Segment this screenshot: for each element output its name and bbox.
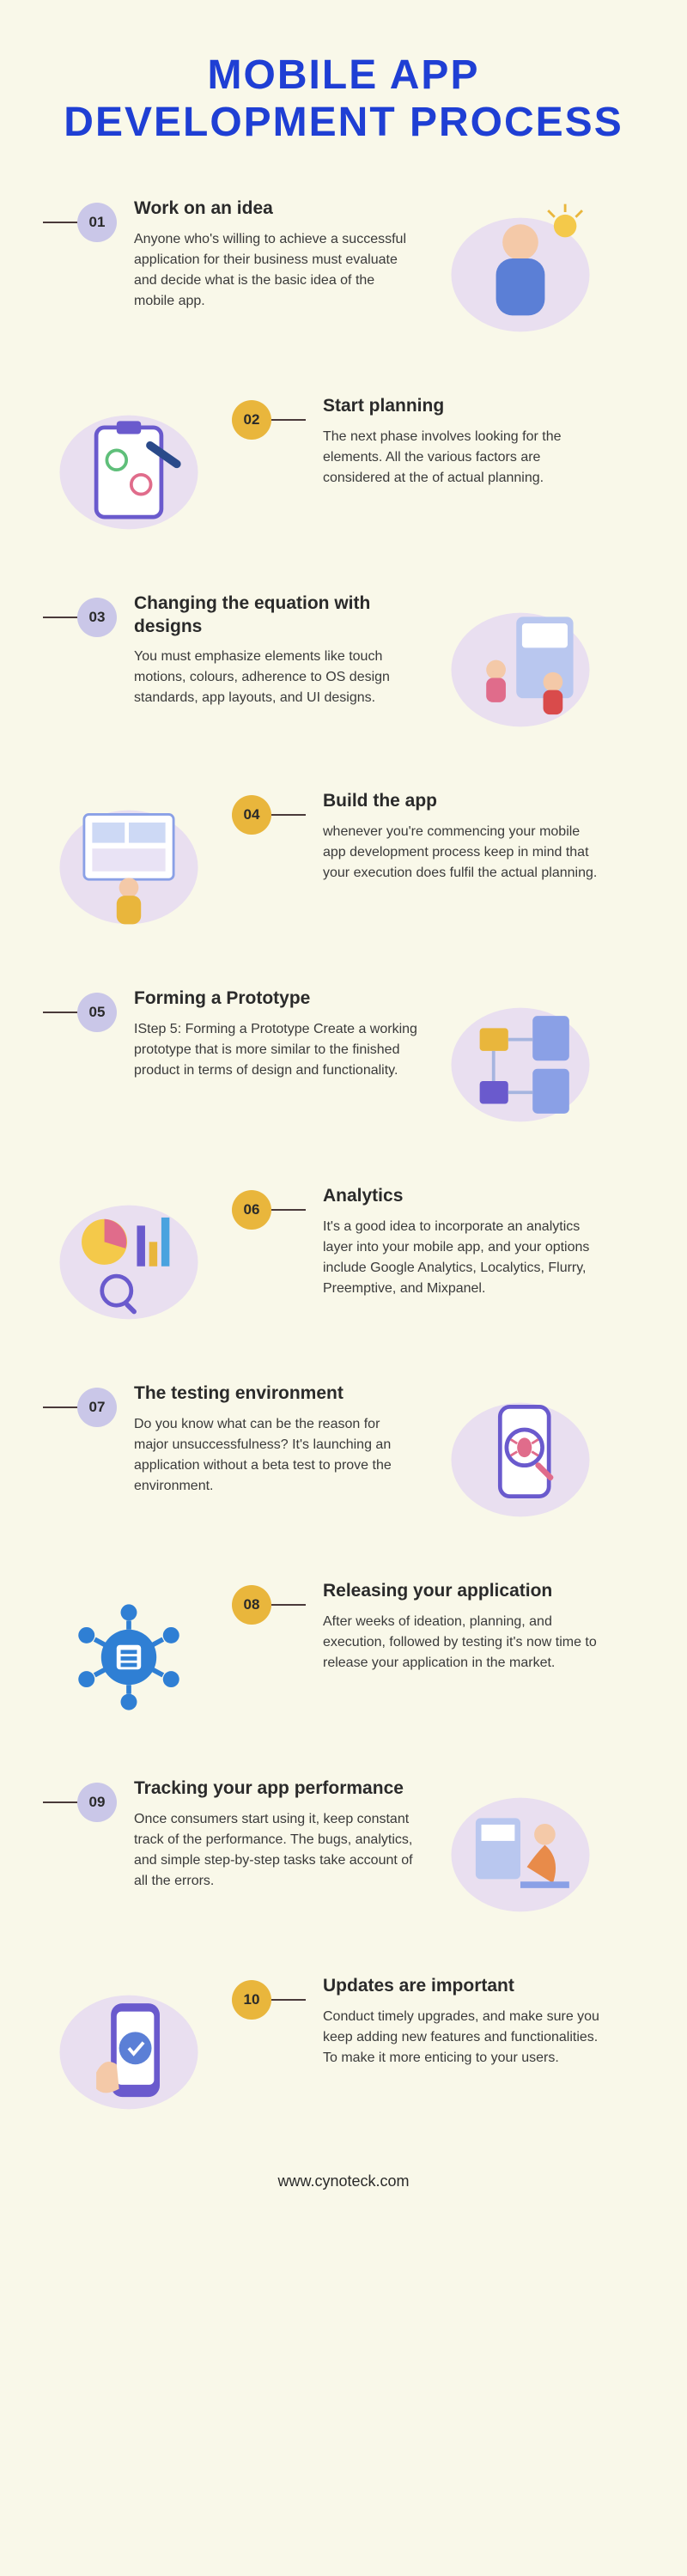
step-05: 05 Forming a Prototype IStep 5: Forming a … — [43, 987, 644, 1142]
release-network-icon — [43, 1580, 215, 1735]
connector-rule — [43, 617, 77, 618]
step-body: After weeks of ideation, planning, and e… — [323, 1612, 606, 1674]
step-body: Anyone who's willing to achieve a succes… — [134, 229, 417, 312]
step-10: 10 Updates are important Conduct timely up… — [43, 1975, 644, 2129]
step-title: Work on an idea — [134, 197, 417, 220]
step-title: Build the app — [323, 790, 606, 812]
step-08: 08 Releasing your application After weeks … — [43, 1580, 644, 1735]
badge-wrap: 06 — [232, 1190, 306, 1230]
step-title: Changing the equation with designs — [134, 592, 417, 638]
step-title: Releasing your application — [323, 1580, 606, 1602]
step-body: Conduct timely upgrades, and make sure y… — [323, 2007, 606, 2069]
step-06: 06 Analytics It's a good idea to incorpora… — [43, 1185, 644, 1340]
steps-container: 01 Work on an idea Anyone who's willing to… — [43, 197, 644, 2129]
step-badge: 06 — [232, 1190, 271, 1230]
connector-rule — [43, 1801, 77, 1803]
step-content: Analytics It's a good idea to incorporate… — [323, 1185, 606, 1298]
badge-wrap: 04 — [232, 795, 306, 835]
connector-rule — [271, 419, 306, 421]
step-title: Updates are important — [323, 1975, 606, 1997]
page-title: MOBILE APP DEVELOPMENT PROCESS — [43, 52, 644, 146]
step-content: Work on an idea Anyone who's willing to a… — [134, 197, 417, 311]
badge-wrap: 07 — [43, 1388, 117, 1427]
prototype-flow-icon — [435, 987, 606, 1142]
step-badge: 10 — [232, 1980, 271, 2020]
step-title: Tracking your app performance — [134, 1777, 417, 1800]
step-title: Forming a Prototype — [134, 987, 417, 1010]
step-content: Tracking your app performance Once consum… — [134, 1777, 417, 1891]
badge-wrap: 05 — [43, 993, 117, 1032]
step-content: Forming a Prototype IStep 5: Forming a Pr… — [134, 987, 417, 1080]
step-title: Analytics — [323, 1185, 606, 1207]
badge-wrap: 10 — [232, 1980, 306, 2020]
step-body: Once consumers start using it, keep cons… — [134, 1809, 417, 1892]
step-body: Do you know what can be the reason for m… — [134, 1414, 417, 1497]
step-content: Updates are important Conduct timely upgr… — [323, 1975, 606, 2068]
step-title: The testing environment — [134, 1382, 417, 1405]
person-desk-icon — [435, 1777, 606, 1932]
step-badge: 08 — [232, 1585, 271, 1625]
step-badge: 02 — [232, 400, 271, 440]
person-idea-icon — [435, 197, 606, 352]
badge-wrap: 09 — [43, 1783, 117, 1822]
step-body: It's a good idea to incorporate an analy… — [323, 1217, 606, 1299]
clipboard-pen-icon — [43, 395, 215, 550]
connector-rule — [43, 1012, 77, 1013]
step-content: Build the app whenever you're commencing … — [323, 790, 606, 883]
step-09: 09 Tracking your app performance Once cons… — [43, 1777, 644, 1932]
step-04: 04 Build the app whenever you're commencin… — [43, 790, 644, 945]
connector-rule — [43, 222, 77, 223]
footer-url: www.cynoteck.com — [43, 2172, 644, 2190]
phone-check-icon — [43, 1975, 215, 2129]
step-content: The testing environment Do you know what … — [134, 1382, 417, 1496]
step-03: 03 Changing the equation with designs You … — [43, 592, 644, 747]
connector-rule — [271, 1209, 306, 1211]
step-badge: 04 — [232, 795, 271, 835]
step-badge: 07 — [77, 1388, 117, 1427]
analytics-charts-icon — [43, 1185, 215, 1340]
connector-rule — [271, 1604, 306, 1606]
step-07: 07 The testing environment Do you know wha… — [43, 1382, 644, 1537]
step-badge: 05 — [77, 993, 117, 1032]
step-02: 02 Start planning The next phase involves … — [43, 395, 644, 550]
connector-rule — [43, 1406, 77, 1408]
step-01: 01 Work on an idea Anyone who's willing to… — [43, 197, 644, 352]
person-board-icon — [43, 790, 215, 945]
step-content: Start planning The next phase involves lo… — [323, 395, 606, 488]
connector-rule — [271, 1999, 306, 2001]
step-title: Start planning — [323, 395, 606, 417]
bug-phone-icon — [435, 1382, 606, 1537]
team-devices-icon — [435, 592, 606, 747]
step-body: You must emphasize elements like touch m… — [134, 647, 417, 708]
connector-rule — [271, 814, 306, 816]
step-body: The next phase involves looking for the … — [323, 427, 606, 489]
step-badge: 03 — [77, 598, 117, 637]
step-body: IStep 5: Forming a Prototype Create a wo… — [134, 1019, 417, 1081]
badge-wrap: 01 — [43, 203, 117, 242]
badge-wrap: 03 — [43, 598, 117, 637]
step-body: whenever you're commencing your mobile a… — [323, 822, 606, 884]
badge-wrap: 02 — [232, 400, 306, 440]
step-badge: 01 — [77, 203, 117, 242]
step-content: Releasing your application After weeks of… — [323, 1580, 606, 1673]
step-content: Changing the equation with designs You mu… — [134, 592, 417, 708]
badge-wrap: 08 — [232, 1585, 306, 1625]
step-badge: 09 — [77, 1783, 117, 1822]
